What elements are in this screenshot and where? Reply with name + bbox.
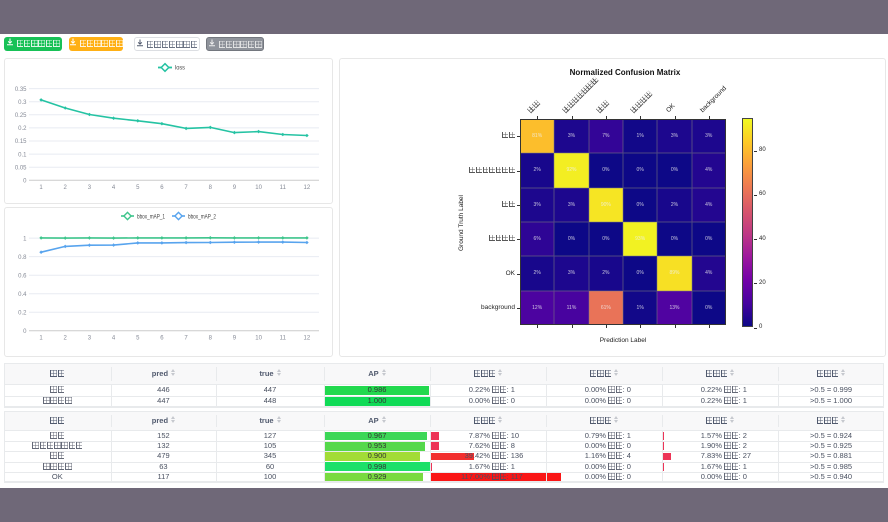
svg-text:0.05: 0.05 [15, 165, 27, 171]
svg-text:2: 2 [64, 185, 68, 191]
svg-text:9: 9 [233, 185, 237, 191]
svg-text:12: 12 [304, 185, 311, 191]
svg-text:4: 4 [112, 336, 116, 342]
svg-text:0.4: 0.4 [18, 292, 27, 298]
svg-text:5: 5 [136, 336, 140, 342]
svg-text:12: 12 [304, 336, 311, 342]
svg-text:7: 7 [184, 185, 188, 191]
svg-text:10: 10 [255, 336, 262, 342]
svg-text:0.1: 0.1 [18, 152, 27, 158]
svg-text:0.2: 0.2 [18, 311, 27, 317]
svg-text:11: 11 [280, 336, 287, 342]
svg-text:0: 0 [23, 179, 27, 185]
svg-text:2: 2 [64, 336, 68, 342]
svg-text:11: 11 [280, 185, 287, 191]
svg-text:0.15: 0.15 [15, 139, 27, 145]
svg-text:0.35: 0.35 [15, 87, 27, 93]
svg-text:3: 3 [88, 336, 92, 342]
svg-text:6: 6 [160, 336, 164, 342]
svg-text:0.2: 0.2 [18, 126, 27, 132]
svg-text:0.6: 0.6 [18, 273, 27, 279]
svg-text:1: 1 [39, 336, 43, 342]
svg-text:0.8: 0.8 [18, 255, 27, 261]
svg-text:0.25: 0.25 [15, 113, 27, 119]
svg-text:0: 0 [23, 329, 27, 335]
svg-text:9: 9 [233, 336, 237, 342]
svg-text:6: 6 [160, 185, 164, 191]
svg-text:7: 7 [184, 336, 188, 342]
svg-text:bbox_mAP_1: bbox_mAP_1 [137, 213, 165, 220]
svg-text:8: 8 [209, 185, 213, 191]
svg-text:0.3: 0.3 [18, 100, 27, 106]
svg-text:1: 1 [39, 185, 43, 191]
svg-text:bbox_mAP_2: bbox_mAP_2 [188, 213, 216, 220]
svg-text:8: 8 [209, 336, 213, 342]
svg-text:loss: loss [175, 65, 186, 72]
svg-text:3: 3 [88, 185, 92, 191]
svg-text:5: 5 [136, 185, 140, 191]
svg-text:4: 4 [112, 185, 116, 191]
svg-text:1: 1 [23, 236, 27, 242]
svg-text:10: 10 [255, 185, 262, 191]
